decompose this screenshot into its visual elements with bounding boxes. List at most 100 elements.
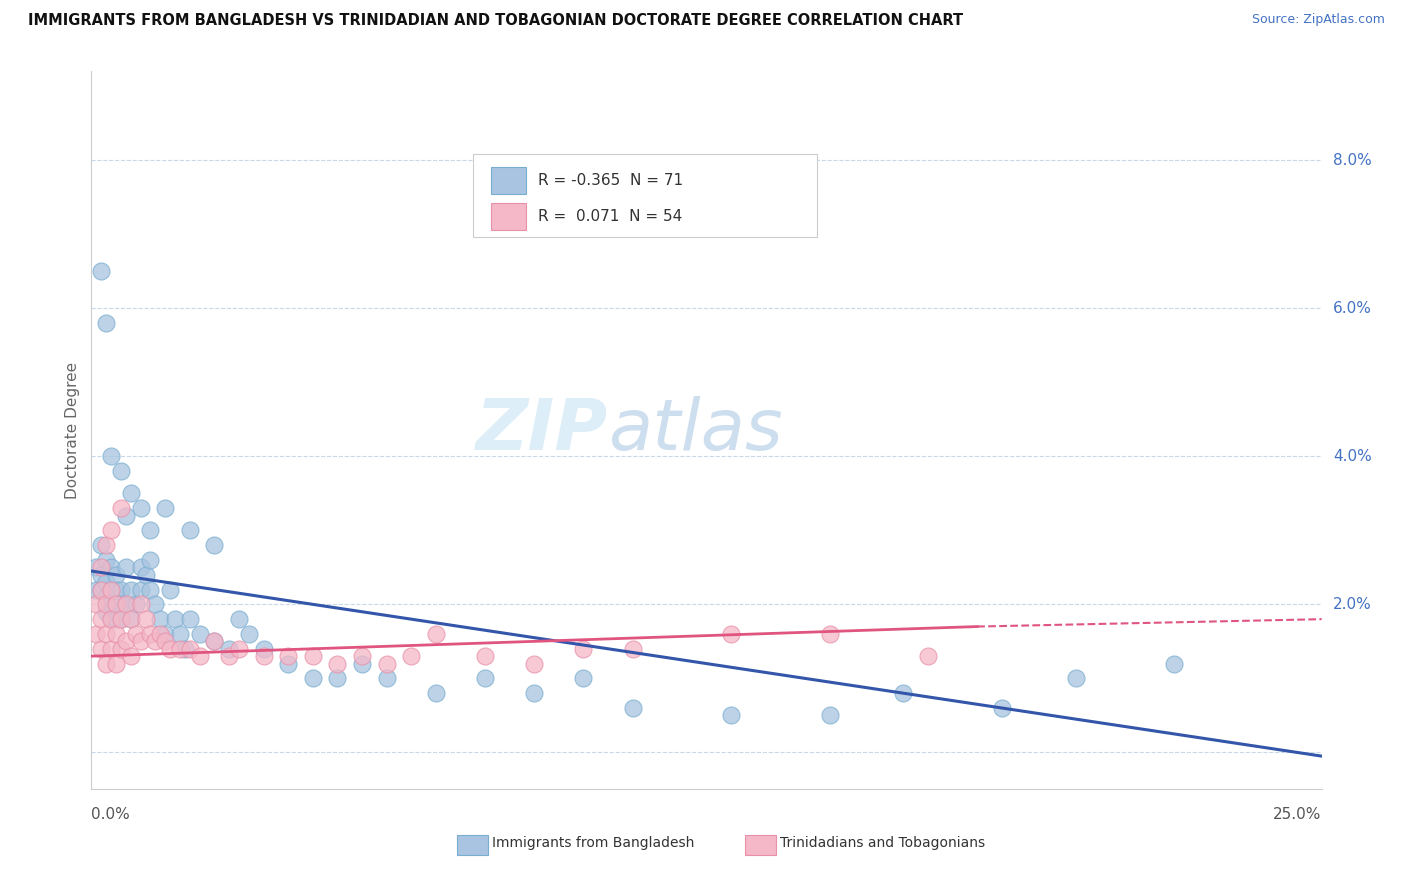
Point bbox=[399, 649, 422, 664]
Point bbox=[352, 649, 374, 664]
Point bbox=[114, 634, 138, 648]
Point bbox=[100, 612, 122, 626]
Point bbox=[375, 657, 398, 671]
Point bbox=[100, 612, 122, 626]
Point bbox=[100, 560, 122, 574]
Point bbox=[153, 627, 177, 641]
Point bbox=[253, 641, 276, 656]
Point bbox=[86, 560, 108, 574]
Text: Immigrants from Bangladesh: Immigrants from Bangladesh bbox=[492, 836, 695, 850]
Point bbox=[105, 582, 127, 597]
Point bbox=[720, 708, 742, 723]
FancyBboxPatch shape bbox=[491, 167, 526, 194]
Point bbox=[891, 686, 914, 700]
Point bbox=[621, 701, 644, 715]
Point bbox=[202, 634, 225, 648]
Point bbox=[114, 598, 138, 612]
Point bbox=[110, 598, 132, 612]
Point bbox=[425, 686, 447, 700]
Text: R = -0.365  N = 71: R = -0.365 N = 71 bbox=[538, 173, 683, 188]
Point bbox=[96, 590, 117, 604]
Point bbox=[218, 641, 240, 656]
Point bbox=[120, 486, 142, 500]
Text: 4.0%: 4.0% bbox=[1333, 449, 1371, 464]
Point bbox=[105, 598, 127, 612]
Point bbox=[169, 627, 191, 641]
Point bbox=[135, 567, 156, 582]
Point bbox=[120, 582, 142, 597]
Point bbox=[326, 672, 349, 686]
Point bbox=[100, 582, 122, 597]
Text: IMMIGRANTS FROM BANGLADESH VS TRINIDADIAN AND TOBAGONIAN DOCTORATE DEGREE CORREL: IMMIGRANTS FROM BANGLADESH VS TRINIDADIA… bbox=[28, 13, 963, 29]
Point bbox=[301, 672, 323, 686]
Point bbox=[145, 634, 166, 648]
Point bbox=[105, 598, 127, 612]
Point bbox=[110, 641, 132, 656]
Point bbox=[90, 538, 112, 552]
Point bbox=[96, 657, 117, 671]
Point bbox=[277, 649, 299, 664]
Point bbox=[238, 627, 260, 641]
Text: 2.0%: 2.0% bbox=[1333, 597, 1371, 612]
Text: 0.0%: 0.0% bbox=[91, 807, 131, 822]
Point bbox=[90, 582, 112, 597]
Point bbox=[129, 598, 152, 612]
Point bbox=[277, 657, 299, 671]
Text: Trinidadians and Tobagonians: Trinidadians and Tobagonians bbox=[780, 836, 986, 850]
Point bbox=[818, 708, 841, 723]
Point bbox=[153, 501, 177, 516]
Point bbox=[917, 649, 939, 664]
Point bbox=[96, 627, 117, 641]
Point bbox=[105, 612, 127, 626]
Point bbox=[86, 627, 108, 641]
Point bbox=[90, 567, 112, 582]
Point bbox=[149, 627, 172, 641]
Point bbox=[202, 634, 225, 648]
Point bbox=[301, 649, 323, 664]
Point bbox=[96, 605, 117, 619]
Point bbox=[139, 627, 162, 641]
Point bbox=[218, 649, 240, 664]
Point bbox=[105, 657, 127, 671]
Point bbox=[572, 641, 595, 656]
Point bbox=[163, 612, 186, 626]
Point bbox=[139, 553, 162, 567]
Point bbox=[96, 316, 117, 330]
Point bbox=[90, 264, 112, 278]
Point bbox=[169, 641, 191, 656]
Point bbox=[990, 701, 1012, 715]
Point bbox=[352, 657, 374, 671]
Text: 8.0%: 8.0% bbox=[1333, 153, 1371, 168]
Point bbox=[90, 612, 112, 626]
Point bbox=[96, 598, 117, 612]
Point bbox=[120, 649, 142, 664]
Point bbox=[1163, 657, 1185, 671]
FancyBboxPatch shape bbox=[472, 154, 817, 236]
Point bbox=[110, 612, 132, 626]
Point bbox=[100, 524, 122, 538]
Point bbox=[96, 553, 117, 567]
Point bbox=[90, 560, 112, 574]
Point bbox=[120, 612, 142, 626]
Point bbox=[523, 686, 546, 700]
Point bbox=[375, 672, 398, 686]
Point bbox=[110, 501, 132, 516]
Point bbox=[425, 627, 447, 641]
Text: 25.0%: 25.0% bbox=[1274, 807, 1322, 822]
Point bbox=[129, 501, 152, 516]
Point bbox=[90, 641, 112, 656]
Point bbox=[149, 612, 172, 626]
Point bbox=[90, 582, 112, 597]
Point bbox=[253, 649, 276, 664]
Point bbox=[135, 612, 156, 626]
Point bbox=[124, 627, 146, 641]
Point bbox=[86, 582, 108, 597]
Point bbox=[523, 657, 546, 671]
Point bbox=[818, 627, 841, 641]
Point bbox=[474, 649, 496, 664]
Point bbox=[202, 538, 225, 552]
FancyBboxPatch shape bbox=[491, 202, 526, 230]
Point bbox=[100, 450, 122, 464]
Point bbox=[105, 567, 127, 582]
Point bbox=[139, 524, 162, 538]
